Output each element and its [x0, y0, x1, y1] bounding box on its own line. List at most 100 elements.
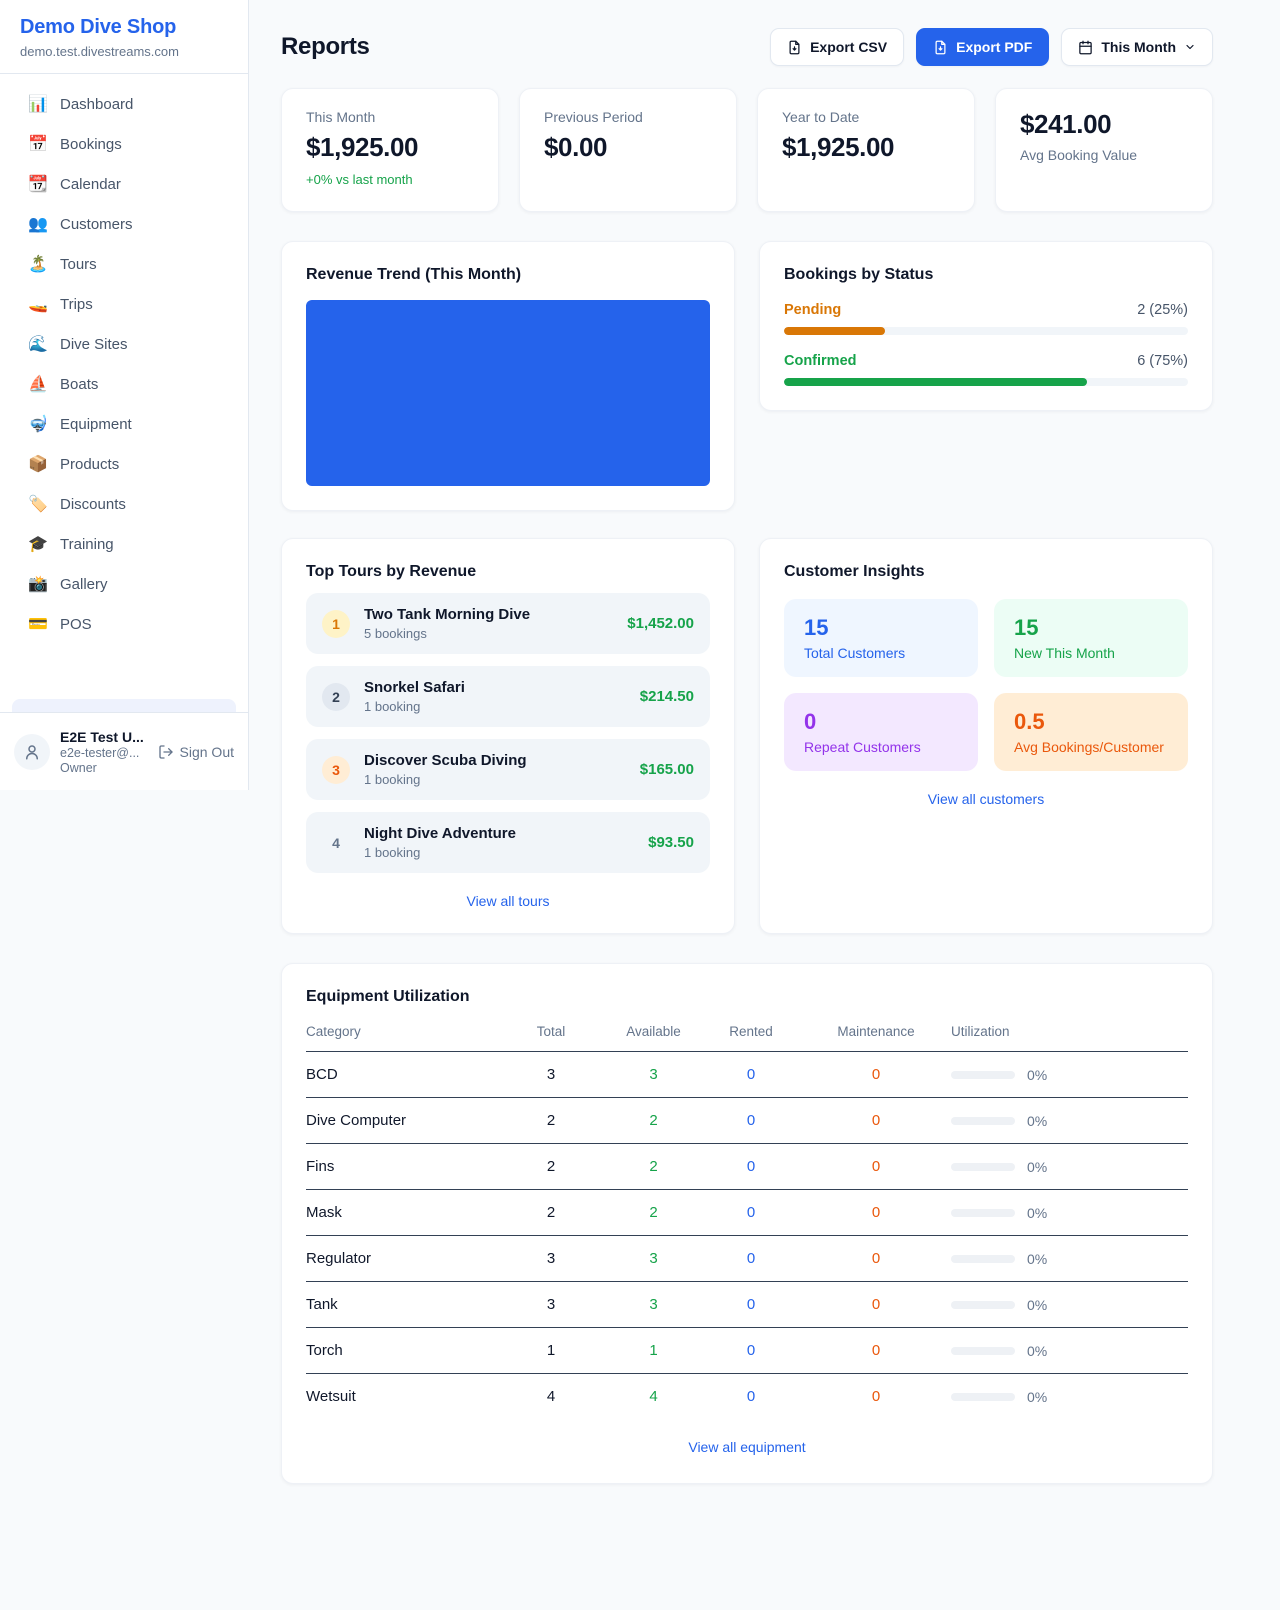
cell-maintenance: 0	[871, 1250, 881, 1267]
sidebar-item-customers[interactable]: 👥 Customers	[12, 204, 236, 244]
rank-badge: 4	[332, 834, 340, 851]
sidebar-item-bookings[interactable]: 📅 Bookings	[12, 124, 236, 164]
sidebar-item-pos[interactable]: 💳 POS	[12, 604, 236, 644]
table-row: Fins 2 2 0 0 0%	[306, 1144, 1188, 1190]
cell-utilization: 0%	[951, 1159, 1188, 1175]
cell-utilization: 0%	[951, 1389, 1188, 1405]
bookings-by-status-card: Bookings by Status Pending 2 (25%) Confi…	[759, 241, 1213, 411]
cell-maintenance: 0	[871, 1158, 881, 1175]
sign-out-icon	[158, 744, 173, 759]
tour-revenue: $214.50	[639, 688, 694, 705]
sidebar-item-dive-sites[interactable]: 🌊 Dive Sites	[12, 324, 236, 364]
cell-rented: 0	[746, 1388, 756, 1405]
status-count: 2 (25%)	[1137, 302, 1188, 318]
cell-category: Regulator	[306, 1250, 372, 1267]
cell-total: 3	[546, 1296, 556, 1313]
sidebar-item-discounts[interactable]: 🏷️ Discounts	[12, 484, 236, 524]
period-dropdown[interactable]: This Month	[1061, 28, 1213, 66]
cell-available: 3	[649, 1296, 658, 1313]
cell-total: 2	[546, 1158, 556, 1175]
revenue-trend-chart	[306, 300, 710, 486]
stat-value: $241.00	[1020, 109, 1112, 139]
sidebar-item-equipment[interactable]: 🤿 Equipment	[12, 404, 236, 444]
sidebar-item-label: Boats	[60, 375, 99, 393]
calendar-icon: 📆	[28, 176, 48, 193]
stat-label: Avg Booking Value	[1020, 147, 1138, 163]
cell-utilization: 0%	[951, 1297, 1188, 1313]
equipment-table: Category Total Available Rented Maintena…	[306, 1024, 1188, 1419]
tile-label: Total Customers	[804, 645, 906, 661]
tour-bookings: 1 booking	[364, 772, 421, 787]
shop-name: Demo Dive Shop	[20, 16, 177, 38]
cell-available: 3	[649, 1250, 658, 1267]
utilization-bar	[951, 1300, 1015, 1309]
tour-bookings: 1 booking	[364, 845, 421, 860]
stat-delta: +0% vs last month	[306, 172, 413, 187]
status-count: 6 (75%)	[1137, 353, 1188, 369]
avatar	[14, 733, 50, 770]
table-row: Dive Computer 2 2 0 0 0%	[306, 1098, 1188, 1144]
sidebar-item-calendar[interactable]: 📆 Calendar	[12, 164, 236, 204]
sidebar-user-footer: E2E Test U... e2e-tester@... Owner Sign …	[0, 712, 248, 790]
sidebar-item-gallery[interactable]: 📸 Gallery	[12, 564, 236, 604]
sidebar-item-products[interactable]: 📦 Products	[12, 444, 236, 484]
utilization-bar	[951, 1208, 1015, 1217]
status-bar-fill	[784, 378, 1087, 386]
view-all-customers-link[interactable]: View all customers	[927, 791, 1045, 807]
cell-rented: 0	[746, 1112, 756, 1129]
cell-available: 3	[649, 1066, 658, 1083]
training-icon: 🎓	[28, 536, 48, 553]
dashboard-icon: 📊	[28, 96, 48, 113]
stat-card-previous-period: Previous Period $0.00	[519, 88, 737, 212]
dive-sites-icon: 🌊	[28, 336, 48, 353]
sidebar-item-trips[interactable]: 🚤 Trips	[12, 284, 236, 324]
cell-utilization: 0%	[951, 1251, 1188, 1267]
cell-utilization: 0%	[951, 1343, 1188, 1359]
status-bar-track	[784, 327, 1188, 335]
table-row: Torch 1 1 0 0 0%	[306, 1328, 1188, 1374]
customer-insights-title: Customer Insights	[784, 563, 925, 580]
cell-category: Wetsuit	[306, 1388, 356, 1405]
sidebar-item-reports-active-partial[interactable]	[12, 699, 236, 712]
cell-rented: 0	[746, 1296, 756, 1313]
tile-value: 15	[804, 615, 829, 640]
export-csv-button[interactable]: Export CSV	[770, 28, 905, 66]
sign-out-button[interactable]: Sign Out	[158, 744, 234, 760]
view-all-equipment-link[interactable]: View all equipment	[688, 1439, 806, 1455]
export-pdf-button[interactable]: Export PDF	[916, 28, 1050, 66]
sidebar-item-label: Tours	[60, 255, 97, 273]
utilization-label: 0%	[1027, 1112, 1048, 1129]
view-all-tours-link[interactable]: View all tours	[466, 893, 550, 909]
table-row: Regulator 3 3 0 0 0%	[306, 1236, 1188, 1282]
utilization-label: 0%	[1027, 1388, 1048, 1405]
charts-row: Revenue Trend (This Month) Bookings by S…	[281, 241, 1213, 511]
table-row: BCD 3 3 0 0 0%	[306, 1052, 1188, 1098]
sidebar-item-label: Customers	[60, 215, 133, 233]
header-actions: Export CSV Export PDF This Month	[770, 28, 1213, 66]
discounts-icon: 🏷️	[28, 496, 48, 513]
sidebar-item-label: Equipment	[60, 415, 132, 433]
tile-label: Repeat Customers	[804, 739, 921, 755]
sidebar-item-dashboard[interactable]: 📊 Dashboard	[12, 84, 236, 124]
sidebar-item-label: Dive Sites	[60, 335, 128, 353]
sidebar-item-boats[interactable]: ⛵ Boats	[12, 364, 236, 404]
user-role: Owner	[60, 760, 97, 775]
equipment-icon: 🤿	[28, 416, 48, 433]
sidebar-item-tours[interactable]: 🏝️ Tours	[12, 244, 236, 284]
sidebar-item-training[interactable]: 🎓 Training	[12, 524, 236, 564]
sidebar-item-label: Calendar	[60, 175, 121, 193]
utilization-label: 0%	[1027, 1204, 1048, 1221]
tile-value: 0	[804, 709, 817, 734]
stat-value: $1,925.00	[306, 132, 419, 162]
boats-icon: ⛵	[28, 376, 48, 393]
utilization-bar	[951, 1116, 1015, 1125]
status-pending: Pending 2 (25%)	[784, 302, 1188, 335]
stat-label: Year to Date	[782, 109, 860, 125]
sidebar-item-label: Gallery	[60, 575, 108, 593]
cell-category: Dive Computer	[306, 1112, 407, 1129]
user-info: E2E Test U... e2e-tester@... Owner	[60, 729, 148, 775]
utilization-label: 0%	[1027, 1158, 1048, 1175]
bookings-by-status-title: Bookings by Status	[784, 266, 934, 283]
cell-category: BCD	[306, 1066, 338, 1083]
cell-available: 2	[649, 1112, 658, 1129]
